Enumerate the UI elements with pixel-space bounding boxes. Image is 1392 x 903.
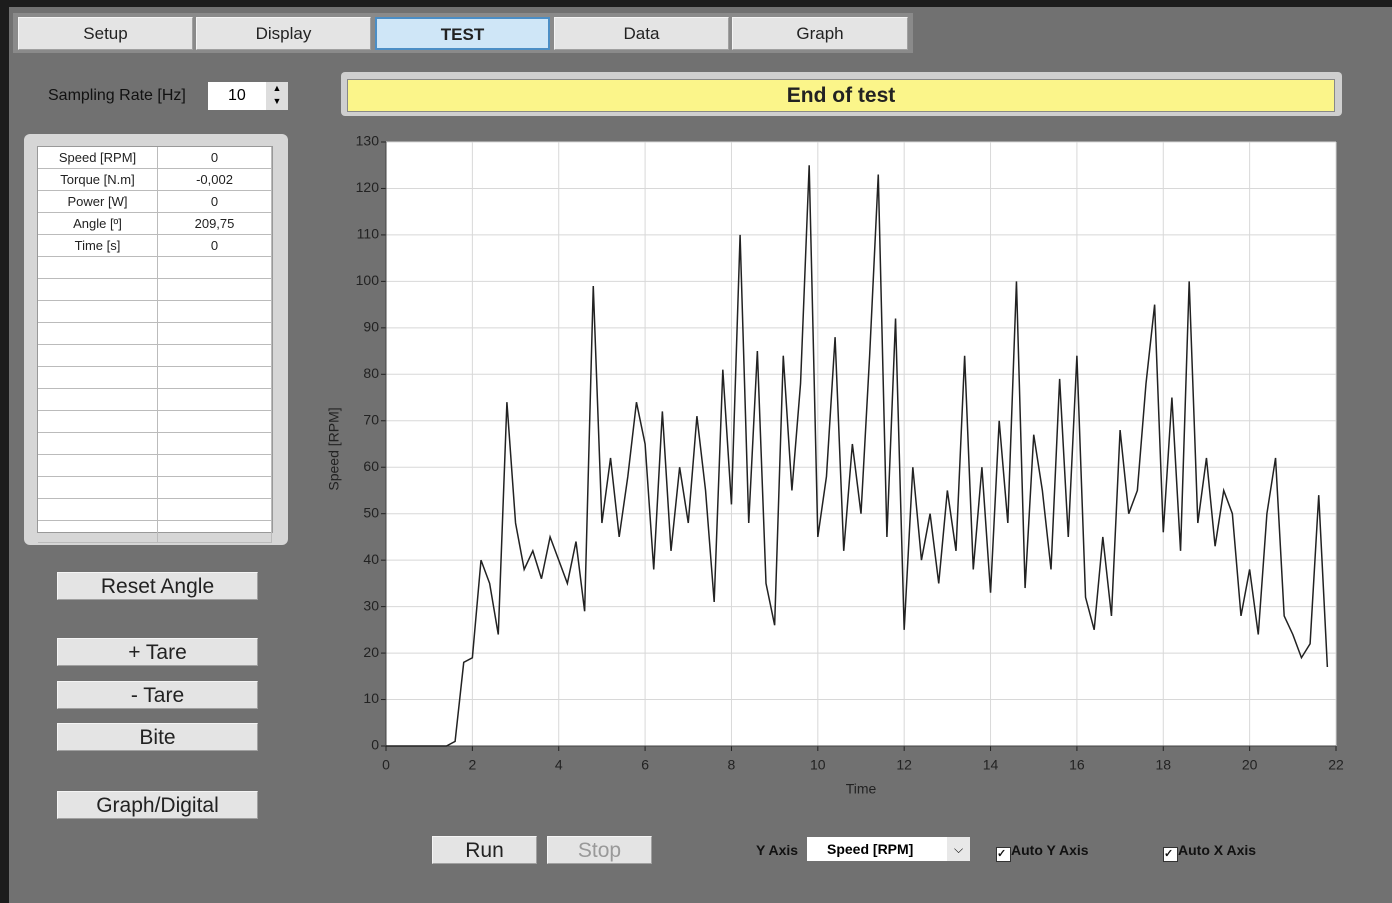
table-cell: Angle [º] [38, 213, 158, 235]
table-cell [158, 389, 272, 411]
table-cell [158, 279, 272, 301]
x-tick-label: 22 [1328, 757, 1344, 773]
table-cell [38, 433, 158, 455]
y-tick-label: 110 [357, 226, 380, 242]
button[interactable]: + Tare [57, 638, 258, 666]
table-cell: -0,002 [158, 169, 272, 191]
tab[interactable]: Display [196, 17, 371, 50]
table-cell [158, 521, 272, 543]
x-tick-label: 14 [983, 757, 999, 773]
y-tick-label: 10 [363, 690, 379, 706]
table-cell: 0 [158, 191, 272, 213]
table-cell [38, 455, 158, 477]
y-axis-select[interactable]: Speed [RPM] [807, 837, 947, 861]
x-tick-label: 4 [555, 757, 563, 773]
x-tick-label: 20 [1242, 757, 1258, 773]
x-tick-label: 12 [896, 757, 912, 773]
table-cell [38, 279, 158, 301]
table-cell [158, 455, 272, 477]
app-window: Setup Display TEST Data Graph Sampling R… [9, 7, 1392, 903]
x-tick-label: 0 [382, 757, 390, 773]
table-cell [38, 521, 158, 543]
auto-x-label: Auto X Axis [1178, 842, 1257, 858]
y-tick-label: 130 [356, 133, 380, 149]
x-tick-label: 10 [810, 757, 826, 773]
x-axis-title: Time [846, 781, 877, 797]
data-line [386, 165, 1329, 747]
table-cell [38, 477, 158, 499]
table-cell [158, 433, 272, 455]
table-cell: Time [s] [38, 235, 158, 257]
y-tick-label: 90 [363, 319, 379, 335]
x-tick-label: 18 [1155, 757, 1171, 773]
table-cell: 0 [158, 235, 272, 257]
tab[interactable]: Graph [732, 17, 908, 50]
table-cell [158, 367, 272, 389]
y-tick-label: 50 [363, 504, 379, 520]
y-axis-title: Speed [RPM] [326, 407, 342, 490]
table-cell [38, 323, 158, 345]
table-cell: 0 [158, 147, 272, 169]
button[interactable]: Bite [57, 723, 258, 751]
sampling-label: Sampling Rate [Hz] [48, 87, 186, 104]
y-tick-label: 70 [363, 411, 379, 427]
y-tick-label: 100 [356, 272, 380, 288]
x-tick-label: 6 [641, 757, 649, 773]
status-text: End of test [347, 79, 1335, 112]
plot-area [386, 142, 1336, 746]
readings-table: Speed [RPM] 0 Torque [N.m] -0,002 Power [W] 0… [37, 146, 273, 543]
dropdown-arrow[interactable]: ⌵ [947, 837, 970, 861]
auto-x-checkbox[interactable]: ✓ Auto X Axis [1163, 842, 1257, 862]
button[interactable]: - Tare [57, 681, 258, 709]
table-cell [158, 301, 272, 323]
run-button[interactable]: Run [432, 836, 537, 864]
button[interactable]: Reset Angle [57, 572, 258, 600]
table-cell [158, 323, 272, 345]
stop-button[interactable]: Stop [547, 836, 652, 864]
table-cell: Speed [RPM] [38, 147, 158, 169]
y-tick-label: 40 [363, 551, 379, 567]
spinner[interactable]: ▲ ▼ [266, 82, 288, 110]
x-tick-label: 8 [728, 757, 736, 773]
table-cell [38, 499, 158, 521]
table-cell: Power [W] [38, 191, 158, 213]
tab[interactable]: Data [554, 17, 729, 50]
table-cell [158, 477, 272, 499]
table-cell [38, 301, 158, 323]
y-tick-label: 60 [363, 458, 379, 474]
auto-y-checkbox[interactable]: ✓ Auto Y Axis [996, 842, 1089, 862]
table-cell [158, 345, 272, 367]
auto-y-label: Auto Y Axis [1011, 842, 1089, 858]
tab-active[interactable]: TEST [375, 17, 550, 50]
sampling-input[interactable]: 10 [208, 82, 266, 110]
y-axis-label: Y Axis [756, 842, 799, 858]
table-cell [158, 499, 272, 521]
x-tick-label: 2 [468, 757, 476, 773]
tab[interactable]: Setup [18, 17, 193, 50]
chart: Time Speed [RPM] 01020304050607080901001… [326, 133, 1344, 797]
table-cell [38, 257, 158, 279]
y-tick-label: 0 [371, 737, 379, 753]
y-tick-label: 30 [363, 597, 379, 613]
y-tick-label: 120 [356, 179, 380, 195]
table-cell [158, 257, 272, 279]
button[interactable]: Graph/Digital [57, 791, 258, 819]
table-cell [38, 345, 158, 367]
table-cell [38, 411, 158, 433]
table-cell [38, 389, 158, 411]
table-cell: Torque [N.m] [38, 169, 158, 191]
table-cell: 209,75 [158, 213, 272, 235]
x-tick-label: 16 [1069, 757, 1085, 773]
table-cell [38, 367, 158, 389]
table-cell [158, 411, 272, 433]
y-tick-label: 20 [363, 644, 379, 660]
y-tick-label: 80 [363, 365, 379, 381]
